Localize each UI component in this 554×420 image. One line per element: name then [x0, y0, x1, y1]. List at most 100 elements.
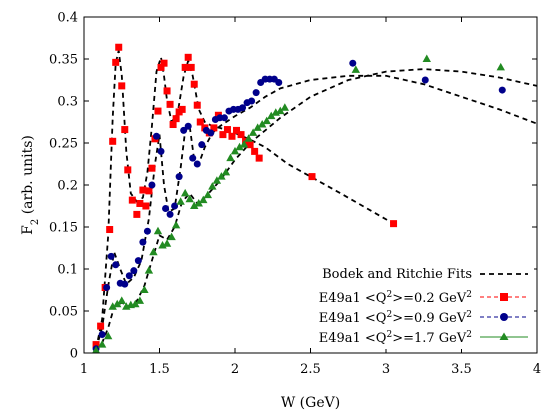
legend-series-3-superscript-b: 2	[466, 330, 472, 340]
data-point-series-2	[143, 227, 151, 235]
data-point-series-1	[97, 322, 105, 330]
data-point-series-2	[134, 257, 142, 265]
data-point-series-1	[251, 147, 259, 155]
data-point-series-2	[166, 210, 174, 218]
data-point-series-3	[253, 123, 262, 131]
data-point-series-2	[98, 331, 106, 339]
data-point-series-3	[276, 106, 285, 115]
data-point-series-1	[106, 226, 114, 234]
data-point-series-1	[121, 126, 129, 134]
data-point-series-1	[190, 80, 198, 88]
data-point-series-1	[196, 118, 204, 126]
data-point-series-1	[124, 166, 132, 174]
x-tick-label: 3	[382, 362, 390, 377]
data-point-series-1	[148, 164, 156, 172]
data-point-series-2	[421, 76, 429, 84]
y-axis-label-subscript: 2	[30, 219, 41, 225]
data-point-series-1	[181, 63, 189, 71]
legend-series-2-part-a: E49a1 <Q	[319, 311, 387, 326]
data-point-series-3	[113, 299, 122, 308]
data-point-series-1	[145, 187, 153, 195]
data-point-series-2	[207, 129, 215, 137]
legend-marker-triangle	[499, 332, 509, 340]
data-point-series-1	[210, 124, 218, 132]
x-tick-label: 3.5	[451, 362, 472, 377]
data-point-series-3	[221, 167, 231, 176]
data-point-series-3	[131, 299, 140, 308]
legend-series-3-part-b: >=1.7 GeV	[392, 331, 467, 346]
data-point-series-2	[103, 283, 111, 291]
data-point-series-1	[109, 137, 117, 145]
data-point-series-2	[171, 202, 179, 210]
y-axis-label-main: F	[20, 225, 36, 235]
data-point-series-3	[149, 247, 158, 256]
data-point-series-3	[144, 266, 154, 274]
legend-series-1-part-a: E49a1 <Q	[319, 291, 387, 306]
data-point-series-2	[107, 252, 115, 260]
data-point-series-1	[184, 53, 192, 61]
data-point-series-1	[128, 196, 136, 204]
y-tick-label: 0.35	[49, 53, 78, 68]
data-point-series-1	[228, 132, 236, 140]
data-point-series-2	[193, 160, 201, 168]
y-tick-label: 0.3	[57, 95, 78, 110]
y-tick-label: 0	[70, 347, 78, 362]
data-point-series-3	[167, 232, 176, 241]
data-point-series-1	[193, 101, 201, 109]
data-point-series-3	[257, 120, 267, 128]
data-point-series-1	[255, 154, 263, 162]
data-point-series-3	[239, 140, 249, 148]
data-point-series-3	[185, 194, 194, 203]
legend-marker-square	[500, 293, 508, 301]
legend: Bodek and Ritchie Fits E49a1 <Q2>=0.2 Ge…	[319, 261, 534, 349]
data-point-series-1	[142, 202, 150, 210]
legend-series-3-part-a: E49a1 <Q	[319, 331, 387, 346]
data-point-series-2	[157, 147, 165, 155]
data-point-series-1	[112, 58, 120, 66]
y-tick-label: 0.1	[57, 263, 78, 278]
data-point-series-2	[162, 205, 170, 213]
y-tick-label: 0.15	[49, 221, 78, 236]
data-point-series-1	[390, 220, 398, 228]
data-point-series-2	[130, 267, 138, 275]
data-point-series-3	[140, 285, 149, 293]
data-point-series-3	[351, 65, 360, 73]
data-point-series-1	[219, 131, 227, 139]
legend-label-series-1: E49a1 <Q2>=0.2 GeV2	[319, 290, 472, 306]
data-point-series-1	[308, 173, 316, 181]
data-point-series-3	[208, 182, 217, 190]
data-point-series-3	[217, 172, 226, 180]
fit-curve-3	[95, 68, 538, 352]
legend-label-series-3: E49a1 <Q2>=1.7 GeV2	[319, 330, 472, 346]
data-point-series-2	[252, 89, 260, 97]
y-tick-label: 0.05	[49, 305, 78, 320]
data-point-series-2	[175, 173, 183, 181]
legend-series-1-part-b: >=0.2 GeV	[392, 291, 467, 306]
data-point-series-2	[189, 154, 197, 162]
data-point-series-1	[169, 121, 177, 129]
x-axis-label: W (GeV)	[281, 395, 340, 411]
x-tick-label: 1	[80, 362, 88, 377]
legend-label-series-2: E49a1 <Q2>=0.9 GeV2	[319, 310, 472, 326]
data-point-series-1	[92, 341, 100, 349]
legend-series-2-superscript-b: 2	[466, 310, 472, 320]
data-point-series-3	[262, 116, 271, 125]
data-point-series-1	[115, 43, 123, 51]
data-point-series-3	[135, 296, 145, 304]
legend-marker-circle	[500, 313, 508, 321]
data-point-series-2	[220, 114, 228, 122]
data-point-series-3	[267, 111, 276, 120]
x-tick-label: 4	[533, 362, 541, 377]
x-tick-label: 1.5	[149, 362, 170, 377]
data-point-series-3	[153, 226, 163, 235]
data-point-series-1	[163, 87, 171, 95]
data-point-series-3	[194, 198, 203, 207]
axis-ticks: 1 1.5 2 2.5 3 3.5 4 0 0.05 0.1 0.15 0.2 0.25 0.3 0.35 0…	[49, 11, 541, 378]
y-tick-label: 0.4	[57, 11, 78, 26]
data-point-series-3	[235, 142, 244, 151]
data-point-series-3	[190, 201, 199, 209]
data-point-series-2	[239, 104, 247, 112]
data-point-series-3	[176, 197, 185, 205]
